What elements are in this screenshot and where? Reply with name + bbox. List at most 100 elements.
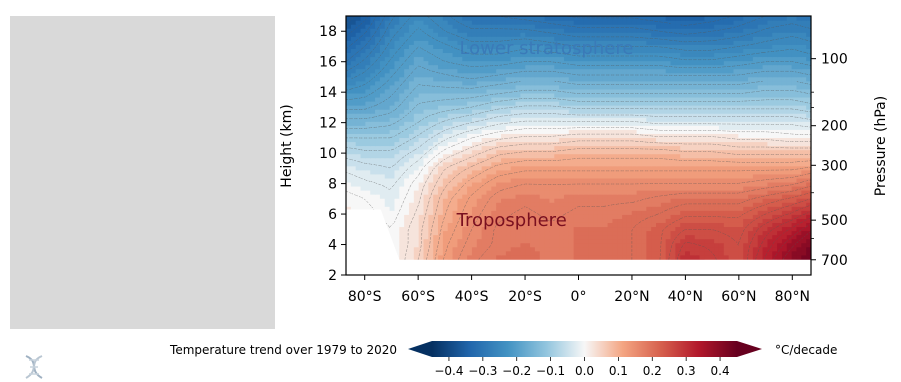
contour-cell: [685, 84, 691, 90]
contour-cell: [505, 100, 512, 106]
contour-cell: [476, 117, 483, 122]
contour-cell: [375, 153, 381, 159]
contour-cell: [646, 234, 652, 240]
contour-cell: [801, 96, 807, 102]
contour-cell: [757, 234, 764, 240]
contour-cell: [447, 218, 454, 223]
contour-cell: [670, 149, 676, 155]
contour-cell: [539, 100, 546, 106]
contour-cell: [501, 105, 507, 110]
contour-cell: [743, 202, 749, 207]
contour-cell: [801, 218, 807, 223]
contour-cell: [714, 68, 720, 74]
contour-cell: [733, 141, 739, 147]
contour-cell: [350, 198, 357, 203]
contour-cell: [796, 145, 802, 151]
contour-cell: [346, 169, 352, 175]
contour-cell: [714, 137, 720, 143]
contour-cell: [631, 238, 638, 244]
contour-cell: [743, 254, 749, 260]
contour-cell: [786, 185, 793, 191]
contour-cell: [520, 129, 526, 134]
contour-cell: [685, 64, 691, 70]
contour-cell: [685, 161, 691, 167]
contour-cell: [355, 105, 362, 110]
contour-cell: [534, 88, 541, 94]
contour-cell: [501, 100, 507, 106]
contour-cell: [505, 72, 512, 78]
contour-cell: [481, 242, 488, 248]
contour-cell: [534, 157, 541, 163]
contour-field: [346, 16, 811, 275]
contour-cell: [515, 113, 521, 118]
contour-cell: [728, 246, 735, 252]
contour-cell: [762, 129, 768, 134]
contour-cell: [394, 96, 400, 102]
contour-cell: [491, 234, 497, 240]
contour-cell: [670, 190, 676, 195]
contour-cell: [617, 129, 623, 134]
contour-cell: [772, 88, 778, 94]
contour-cell: [346, 72, 352, 78]
contour-cell: [428, 218, 434, 223]
contour-cell: [622, 153, 628, 159]
contour-cell: [462, 137, 468, 143]
contour-cell: [355, 72, 362, 78]
contour-cell: [408, 194, 415, 199]
contour-cell: [476, 210, 483, 215]
contour-cell: [525, 96, 531, 102]
contour-cell: [796, 68, 802, 74]
contour-cell: [806, 64, 811, 70]
contour-cell: [694, 109, 701, 114]
contour-cell: [515, 129, 521, 134]
contour-cell: [685, 113, 691, 118]
contour-cell: [718, 169, 725, 175]
contour-cell: [607, 222, 613, 228]
contour-cell: [525, 190, 531, 195]
contour-cell: [360, 92, 366, 98]
contour-cell: [636, 92, 643, 98]
contour-cell: [607, 173, 613, 179]
contour-cell: [413, 185, 420, 191]
contour-cell: [656, 254, 662, 260]
contour-cell: [680, 72, 686, 78]
contour-cell: [360, 149, 366, 155]
contour-cell: [389, 206, 396, 211]
contour-cell: [733, 84, 739, 90]
contour-cell: [525, 246, 531, 252]
contour-cell: [457, 100, 463, 106]
contour-cell: [714, 250, 720, 256]
contour-cell: [651, 72, 657, 78]
contour-cell: [530, 218, 536, 223]
contour-cell: [728, 165, 735, 171]
contour-cell: [399, 230, 405, 236]
contour-cell: [709, 226, 715, 232]
contour-cell: [602, 238, 609, 244]
contour-cell: [675, 222, 681, 228]
contour-cell: [665, 96, 672, 102]
contour-cell: [505, 194, 512, 199]
contour-cell: [781, 72, 788, 78]
contour-cell: [578, 141, 584, 147]
contour-cell: [704, 169, 710, 175]
contour-cell: [428, 198, 434, 203]
contour-cell: [631, 64, 638, 70]
contour-cell: [515, 80, 521, 86]
contour-cell: [588, 113, 594, 118]
contour-cell: [418, 250, 425, 256]
contour-cell: [375, 145, 381, 151]
contour-cell: [525, 165, 531, 171]
contour-cell: [399, 109, 405, 114]
contour-cell: [389, 226, 396, 232]
contour-cell: [452, 149, 458, 155]
contour-cell: [646, 194, 652, 199]
contour-cell: [723, 72, 730, 78]
contour-cell: [781, 129, 788, 134]
contour-cell: [791, 153, 798, 159]
contour-cell: [554, 202, 560, 207]
contour-cell: [791, 165, 798, 171]
contour-cell: [476, 145, 483, 151]
contour-cell: [457, 109, 463, 114]
contour-cell: [718, 113, 725, 118]
contour-cell: [404, 190, 410, 195]
